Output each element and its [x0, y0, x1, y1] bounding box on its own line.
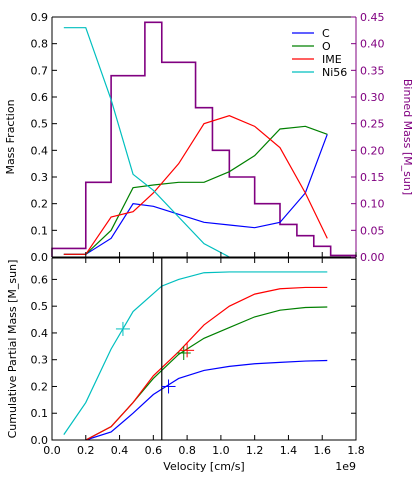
bottom-frame	[51, 257, 357, 441]
top-right-tick-label: 0.30	[360, 91, 385, 104]
bottom-y-tick-label: 0.3	[31, 354, 49, 367]
top-right-tick-label: 0.05	[360, 224, 385, 237]
top-left-tick-label: 0.3	[31, 171, 49, 184]
top-left-tick-label: 0.4	[31, 144, 49, 157]
bottom-y-tick-label: 0.2	[31, 380, 49, 393]
x-tick-label: 0.4	[111, 444, 129, 457]
top-right-tick-label: 0.35	[360, 64, 385, 77]
x-axis-label: Velocity [cm/s]	[163, 460, 244, 473]
x-tick-label: 1.8	[347, 444, 365, 457]
top-left-tick-label: 0.0	[31, 251, 49, 264]
top-left-tick-label: 0.8	[31, 38, 49, 51]
cumulative-line-c	[85, 359, 328, 441]
bottom-y-tick-label: 0.4	[31, 327, 49, 340]
bottom-y-tick-label: 0.6	[31, 273, 49, 286]
top-right-tick-label: 0.10	[360, 198, 385, 211]
x-tick-label: 0.2	[77, 444, 95, 457]
x-tick-label: 1.4	[280, 444, 298, 457]
cumulative-line-ime	[85, 286, 328, 441]
top-right-tick-label: 0.25	[360, 118, 385, 131]
mass-fraction-line-o	[63, 125, 328, 255]
top-left-tick-label: 0.5	[31, 118, 49, 131]
mass-fraction-line-ni56	[63, 27, 230, 258]
bottom-y-tick-label: 0.5	[31, 300, 49, 313]
top-right-tick-label: 0.00	[360, 251, 385, 264]
top-right-tick-label: 0.15	[360, 171, 385, 184]
x-tick-label: 1.6	[313, 444, 331, 457]
top-left-tick-label: 0.9	[31, 11, 49, 24]
top-left-tick-label: 0.6	[31, 91, 49, 104]
x-tick-label: 1.0	[212, 444, 230, 457]
cumulative-line-o	[85, 306, 328, 441]
legend-label-c: C	[322, 27, 330, 40]
mass-fraction-line-ime	[63, 115, 328, 255]
cumulative-line-ni56	[63, 271, 328, 435]
legend-label-o: O	[322, 40, 331, 53]
legend-label-ime: IME	[322, 53, 342, 66]
bottom-y-tick-label: 0.0	[31, 434, 49, 447]
x-tick-label: 1.2	[246, 444, 264, 457]
top-right-tick-label: 0.45	[360, 11, 385, 24]
top-y2-axis-label: Binned Mass [M_sun]	[401, 79, 414, 195]
x-tick-label: 0.0	[43, 444, 61, 457]
bottom-panel: 0.0 0.1 0.2 0.3 0.4 0.5 0.6 0.0 0.2 0.4 0.6 0.8 1.0 1…	[6, 257, 365, 473]
mass-fraction-line-c	[63, 134, 328, 255]
x-tick-label: 0.6	[145, 444, 163, 457]
top-left-tick-label: 0.2	[31, 198, 49, 211]
top-left-tick-label: 0.1	[31, 224, 49, 237]
top-left-tick-label: 0.7	[31, 64, 49, 77]
top-panel: 0.0 0.1 0.2 0.3 0.4 0.5 0.6 0.7 0.8 0.9 0.00 0.05 0.…	[4, 11, 414, 264]
x-tick-label: 0.8	[178, 444, 196, 457]
top-right-tick-label: 0.40	[360, 38, 385, 51]
bottom-y-axis-label: Cumulative Partial Mass [M_sun]	[6, 260, 19, 439]
bottom-y-tick-label: 0.1	[31, 407, 49, 420]
binned-mass-histogram	[51, 21, 357, 257]
top-right-tick-label: 0.20	[360, 144, 385, 157]
x-axis-multiplier: 1e9	[335, 460, 356, 473]
legend-label-ni56: Ni56	[322, 66, 347, 79]
top-y-axis-label: Mass Fraction	[4, 99, 17, 174]
